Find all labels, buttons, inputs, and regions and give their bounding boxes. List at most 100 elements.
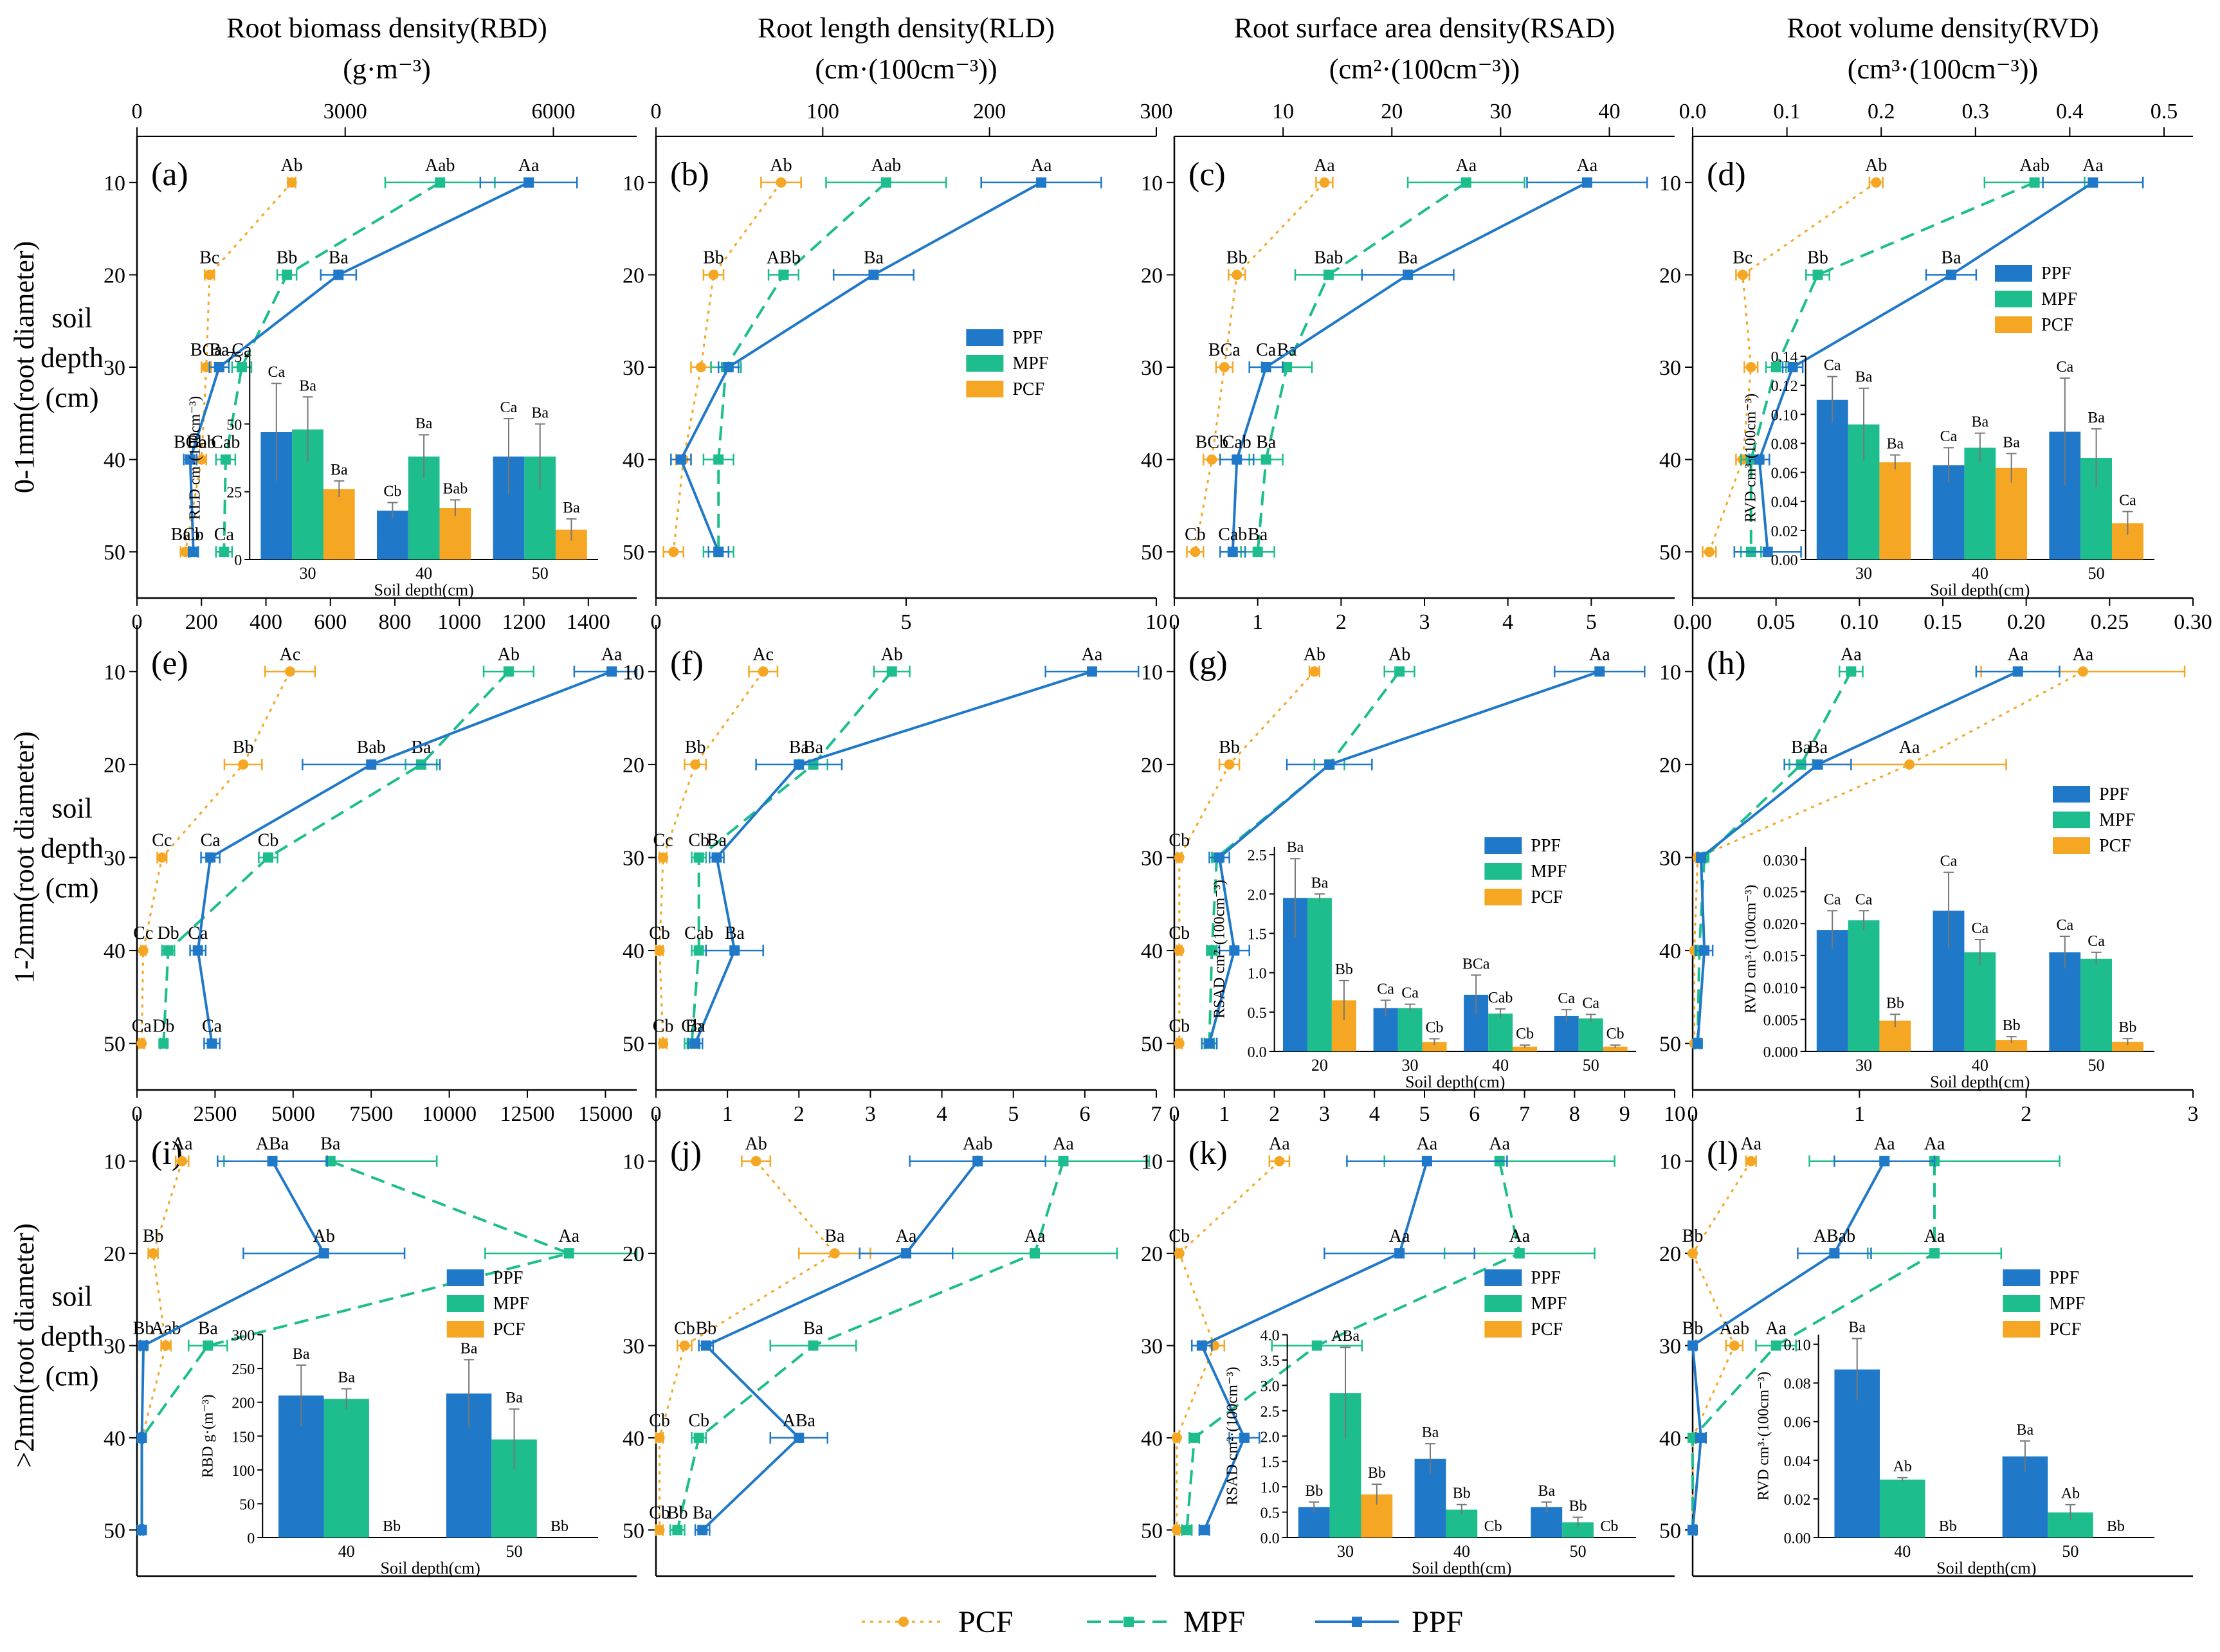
y-tick-label: 20 [1141, 1242, 1163, 1266]
inset-x-label: Soil depth(cm) [1412, 1559, 1511, 1577]
inset-y-label: RSAD cm²·(100cm⁻³) [1212, 880, 1228, 1019]
inset-y-tick-label: 0.08 [1784, 1376, 1811, 1393]
significance-label: Ca [132, 1017, 152, 1037]
y-tick-label: 30 [1659, 356, 1681, 380]
panel-k: 10 20 30 40 50 (k) Aa Cb Aa Aa Aa Aa 0.0 0.5 1.0 1.5 2.0… [1141, 1115, 1675, 1577]
inset-significance-label: Ba [2003, 434, 2020, 451]
data-point [1695, 1432, 1706, 1443]
data-point [696, 362, 707, 372]
legend-swatch-PPF [1995, 265, 2032, 282]
y-tick-label: 10 [623, 172, 644, 195]
y-tick-label: 40 [1141, 939, 1163, 963]
panel-c: 10 20 30 40 50 0 1 2 3 4 5 (c) Aa Bb BCa BCb Cb Aa Bab Ba Ba… [1141, 136, 1675, 634]
inset-x-label: Soil depth(cm) [1405, 1073, 1505, 1091]
data-point [282, 269, 293, 280]
row-label-0: 0-1mm(root diameter) [8, 241, 40, 493]
significance-label: Bb [695, 1319, 716, 1339]
data-point [158, 1038, 169, 1049]
inset-significance-label: Ab [2061, 1485, 2080, 1502]
inset-significance-label: Ba [1538, 1483, 1555, 1500]
column-unit-1: (cm·(100cm⁻³)) [815, 53, 997, 85]
top-axis-tick-label: 200 [973, 100, 1006, 123]
y-tick-label: 40 [104, 449, 125, 473]
y-tick-label: 10 [623, 1150, 644, 1174]
row-ylabel-word: depth [41, 1321, 104, 1352]
significance-label: ABa [783, 1411, 816, 1431]
data-point [794, 1432, 805, 1443]
significance-label: Bb [143, 1226, 164, 1246]
legend-label-PCF: PCF [2041, 315, 2073, 335]
y-tick-label: 20 [104, 1242, 125, 1266]
inset-bar-MPF [1578, 1018, 1603, 1051]
panel-e: 10 20 30 40 50 0 2500 5000 7500 10000 12500 15000 (e… [104, 625, 638, 1126]
top-axis-tick-label: 20 [1381, 100, 1403, 123]
data-point [1514, 1248, 1525, 1259]
panel-label: (c) [1188, 156, 1226, 193]
panel-legend: PPF MPF PCF [2053, 785, 2135, 856]
inset-category-label: 40 [1894, 1542, 1911, 1561]
legend-label-PCF: PCF [2099, 836, 2131, 856]
data-point [1692, 1038, 1703, 1049]
inset-significance-label: Bb [550, 1518, 569, 1535]
column-unit-2: (cm²·(100cm⁻³)) [1329, 53, 1520, 85]
inset-bar-PCF [1879, 462, 1911, 559]
data-point [1206, 945, 1217, 956]
inset-y-tick-label: 0.0 [1248, 1044, 1267, 1061]
panel-label: (h) [1707, 645, 1746, 682]
inset-significance-label: ABa [1331, 1328, 1360, 1345]
inset-category-label: 30 [1337, 1542, 1354, 1561]
y-tick-label: 20 [1659, 754, 1681, 777]
data-point [2077, 666, 2088, 677]
data-point [1199, 1525, 1210, 1536]
top-axis-tick-label: 0.2 [1868, 100, 1895, 123]
data-point [333, 269, 344, 280]
significance-label: Ab [498, 644, 520, 664]
x-tick-label: 800 [379, 610, 412, 634]
row-label-1: 1-2mm(root diameter) [8, 731, 40, 983]
y-tick-label: 50 [623, 1519, 644, 1543]
y-tick-label: 10 [104, 660, 125, 684]
inset-bar-PCF [1603, 1046, 1628, 1051]
y-tick-label: 20 [1659, 1242, 1681, 1266]
y-tick-label: 30 [623, 847, 644, 871]
data-point [690, 1038, 701, 1049]
inset-category-label: 30 [1402, 1056, 1419, 1075]
inset-y-tick-label: 0.06 [1784, 1415, 1811, 1431]
significance-label: Ab [770, 156, 792, 176]
data-point [1829, 1248, 1840, 1259]
inset-significance-label: Ba [293, 1346, 310, 1363]
data-point [654, 1525, 665, 1536]
legend-label-MPF: MPF [1012, 354, 1048, 374]
data-point [886, 666, 897, 677]
significance-label: Aab [963, 1134, 993, 1154]
inset-y-tick-label: 2.0 [1248, 887, 1267, 903]
data-point [2088, 177, 2098, 188]
inset-bar-PCF [1422, 1042, 1447, 1051]
significance-label: Bb [703, 248, 724, 268]
significance-label: Cb [649, 1411, 670, 1431]
data-point [267, 1156, 278, 1166]
data-point [1058, 1156, 1069, 1166]
inset-y-tick-label: 0.00 [1784, 1530, 1811, 1547]
y-tick-label: 40 [1659, 1427, 1681, 1451]
data-point [1030, 1248, 1041, 1259]
bottom-legend-label-PPF: PPF [1412, 1605, 1463, 1639]
row-ylabel-word: soil [51, 793, 93, 824]
inset-significance-label: Ba [1848, 1320, 1866, 1336]
data-point [138, 945, 149, 956]
data-point [868, 269, 879, 280]
significance-label: Cb [1169, 1226, 1190, 1246]
legend-swatch-PPF [446, 1269, 484, 1286]
column-title-3: Root volume density(RVD) [1787, 12, 2098, 44]
inset-y-tick-label: 100 [232, 1463, 255, 1480]
significance-label: Aab [1720, 1319, 1750, 1339]
significance-label: Cb [649, 1503, 670, 1523]
panel-label: (k) [1188, 1135, 1228, 1172]
inset-y-tick-label: 0.010 [1763, 981, 1798, 997]
significance-label: Ba [209, 340, 230, 360]
data-point [284, 666, 295, 677]
significance-label: Ab [1304, 644, 1325, 664]
data-point [778, 269, 789, 280]
data-point [1871, 177, 1882, 188]
